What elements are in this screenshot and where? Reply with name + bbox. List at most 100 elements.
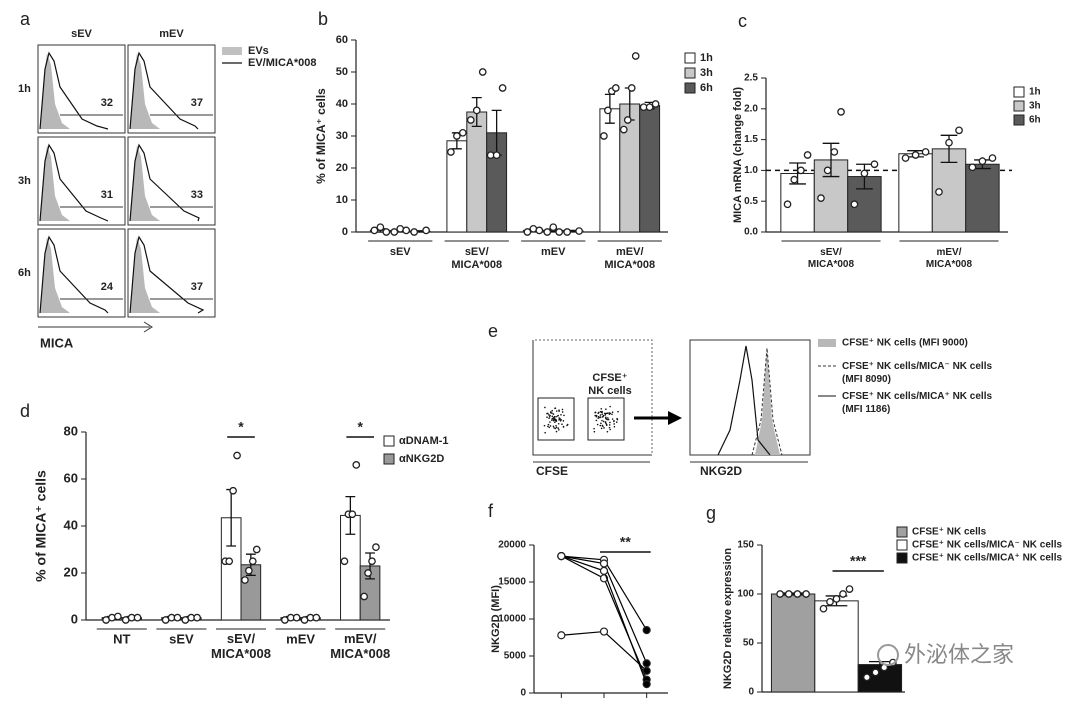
control-histogram [130, 145, 160, 221]
significance-label: * [357, 419, 363, 435]
data-point [372, 543, 380, 552]
cell-dot [608, 424, 611, 426]
cell-dot [613, 423, 615, 425]
cell-dot [547, 425, 549, 428]
cell-dot [554, 407, 557, 409]
text-line: sEV/ [227, 631, 256, 646]
data-point [348, 510, 357, 519]
cell-dot [615, 421, 618, 424]
data-point [472, 106, 481, 115]
x-tick-label: sEV/MICA*008 [808, 247, 855, 270]
data-point [921, 148, 930, 156]
gate-percentage: 37 [191, 97, 203, 109]
y-tick-label: 30 [336, 130, 348, 142]
histogram-frame [127, 136, 216, 226]
cell-dot [552, 418, 555, 421]
data-point [823, 166, 832, 175]
data-point [133, 613, 142, 622]
text-line: NK cells [588, 385, 631, 397]
cell-dot [594, 414, 597, 417]
cell-dot [595, 414, 598, 417]
text-line: mEV/ [616, 246, 644, 258]
data-point [627, 84, 636, 92]
gate [537, 397, 575, 441]
significance-label: *** [850, 553, 867, 569]
data-point [352, 461, 361, 469]
column-label: sEV [71, 28, 92, 40]
data-point [376, 223, 385, 232]
cell-dot [563, 414, 565, 417]
legend-label: CFSE⁺ NK cells (MFI 9000) [842, 338, 968, 349]
cell-dot [598, 416, 601, 419]
data-point [535, 226, 544, 235]
legend-swatch [684, 52, 696, 64]
data-point [245, 566, 253, 575]
cell-dot [551, 415, 554, 418]
cell-dot [611, 411, 614, 413]
cell-dot [543, 424, 546, 427]
y-tick-label: 0 [342, 226, 348, 238]
gate-label: CFSE⁺ NK cells [588, 372, 631, 397]
cell-dot [611, 413, 613, 416]
legend-swatch [222, 47, 242, 55]
legend-swatch [684, 82, 696, 94]
x-tick-label: mEV/MICA*008 [330, 631, 390, 661]
cell-dot [561, 411, 564, 413]
cell-dot [558, 409, 560, 411]
y-tick-label: 100 [737, 589, 754, 600]
y-tick-label: 1.5 [744, 134, 758, 145]
data-point [826, 597, 834, 606]
data-point [229, 486, 237, 495]
text-line: CFSE⁺ NK cells/MICA⁻ NK cells [842, 361, 992, 372]
histogram-frame [127, 44, 216, 134]
legend-label: αDNAM-1 [399, 435, 449, 447]
data-point [776, 590, 784, 598]
data-point [492, 151, 501, 160]
data-point [549, 223, 558, 232]
legend-label: 1h [1029, 87, 1041, 98]
legend-swatch [1013, 114, 1025, 126]
cell-dot [606, 430, 609, 433]
legend-label: EV/MICA*008 [248, 57, 316, 69]
text-line: CFSE⁺ [592, 372, 627, 384]
bar [466, 111, 488, 233]
histogram-frame [127, 228, 216, 318]
chart: 0 20 40 60 80 % of MICA⁺ cells NT sEV sEV/MICA*0… [33, 419, 449, 662]
legend-label: 3h [1029, 101, 1041, 112]
data-point [498, 84, 507, 92]
cell-dot [549, 425, 552, 427]
cell-dot [555, 430, 558, 433]
histogram-frame [37, 136, 126, 226]
y-axis-label: NKG2D (MFI) [490, 585, 502, 653]
data-point [575, 227, 583, 235]
y-tick-label: 15000 [498, 577, 526, 588]
panel-letter: d [20, 401, 30, 421]
data-point [114, 612, 122, 621]
data-point [370, 226, 379, 235]
cell-dot [552, 413, 555, 415]
data-point [863, 673, 871, 682]
data-point [860, 169, 869, 178]
data-point [623, 116, 632, 124]
cell-dot [562, 420, 565, 422]
data-point [402, 226, 411, 235]
cell-dot [552, 425, 555, 428]
legend-swatch [896, 552, 908, 564]
data-point [453, 132, 461, 140]
legend-swatch [818, 339, 836, 347]
data-point [543, 228, 552, 236]
cell-dot [555, 419, 557, 421]
y-tick-label: 0 [71, 611, 78, 626]
chart: 0 10 20 30 40 50 60 % of MICA⁺ cells sEV sEV/MICA… [314, 34, 713, 271]
data-point [557, 631, 566, 640]
histogram-frame [37, 228, 126, 318]
mica-histogram [129, 143, 200, 222]
x-tick-label: mEV [286, 631, 315, 646]
cell-dot [599, 414, 602, 416]
data-point [563, 228, 572, 236]
cell-dot [544, 431, 546, 434]
cell-dot [607, 418, 610, 421]
cell-dot [546, 416, 548, 419]
y-tick-label: 20000 [498, 540, 526, 551]
cell-dot [554, 427, 557, 430]
